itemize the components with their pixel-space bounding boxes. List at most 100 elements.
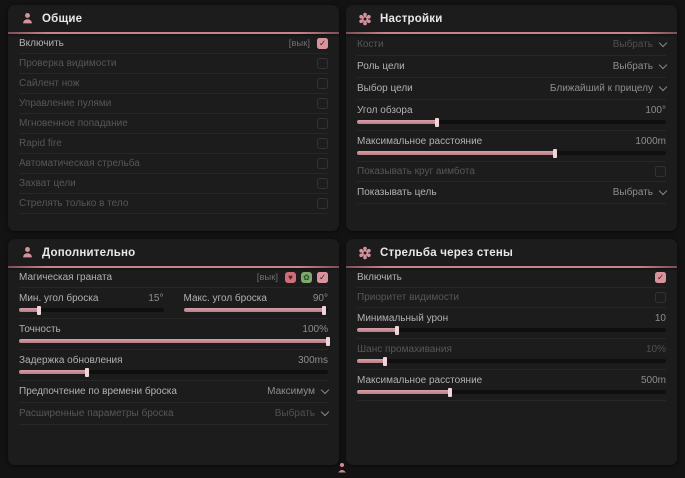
setting-label: Выбор цели [357,83,413,94]
checkbox[interactable] [317,198,328,209]
slider-value: 300ms [297,355,328,366]
chevron-down-icon [658,60,668,70]
hotkey-tag: [вык] [288,38,310,49]
chevron-down-icon [320,385,330,395]
dropdown[interactable]: Выбрать [613,59,668,74]
gear-icon [358,246,372,260]
setting-label: Включить [357,272,402,283]
setting-label: Показывать цель [357,187,437,198]
slider-fill [19,336,330,346]
checkbox[interactable] [317,58,328,69]
chevron-down-icon [658,38,668,48]
chevron-down-icon [658,186,668,196]
panel-accent-line [8,32,339,34]
slider-row: Угол обзора 100° [357,100,666,131]
slider[interactable] [357,325,666,335]
chevron-down-icon [658,82,668,92]
setting-row: Включить [вык] [19,34,328,54]
panel-title: Общие [42,12,83,25]
panel-title: Дополнительно [42,246,136,259]
person-icon [20,12,34,26]
setting-row: Автоматическая стрельба [19,154,328,174]
gear-icon [358,12,372,26]
slider[interactable] [357,356,666,366]
checkbox[interactable] [317,272,328,283]
leaf-icon[interactable]: ✿ [301,272,312,283]
slider-label: Угол обзора [357,105,413,116]
dropdown[interactable]: Выбрать [275,406,330,421]
heart-icon[interactable]: ♥ [285,272,296,283]
slider-value: 10 [654,313,666,324]
checkbox[interactable] [317,38,328,49]
setting-row: Мгновенное попадание [19,114,328,134]
slider-fill [357,387,452,397]
hotkey-tag: [вык] [256,272,278,283]
setting-row: Магическая граната [вык] ♥ ✿ [19,268,328,288]
slider-row: Точность 100% [19,319,330,350]
slider-value: 1000m [635,136,666,147]
panel-header: Стрельба через стены [346,239,677,266]
slider[interactable] [19,336,330,346]
panel-walls: Стрельба через стены Включить Приоритет … [346,239,677,465]
slider-fill [357,325,400,335]
setting-label: Автоматическая стрельба [19,158,140,169]
setting-row: Выбор цели Ближайший к прицелу [357,78,668,100]
setting-label: Показывать круг аимбота [357,166,475,177]
slider-label: Точность [19,324,61,335]
slider-fill [19,305,42,315]
slider[interactable] [19,305,164,315]
slider-fill [357,117,440,127]
slider-value: 15° [148,293,164,304]
slider[interactable] [183,305,328,315]
slider-value: 500m [640,375,666,386]
slider[interactable] [357,148,666,158]
panel-accent-line [346,32,677,34]
checkbox[interactable] [317,78,328,89]
checkbox[interactable] [317,98,328,109]
setting-row: Показывать цель Выбрать [357,182,668,204]
panel-header: Настройки [346,5,677,32]
setting-row: Расширенные параметры броска Выбрать [19,403,330,425]
slider-row: Задержка обновления 300ms [19,350,328,381]
slider-label: Макс. угол броска [183,293,267,304]
slider-label: Шанс промахивания [357,344,452,355]
panel-accent-line [8,266,339,268]
slider-value: 10% [645,344,666,355]
slider[interactable] [19,367,328,377]
setting-label: Включить [19,38,64,49]
slider-label: Минимальный урон [357,313,449,324]
panel-settings: Настройки Кости Выбрать Роль цели Выбрат… [346,5,677,231]
dropdown[interactable]: Максимум [267,384,330,399]
setting-label: Проверка видимости [19,58,117,69]
checkbox[interactable] [655,272,666,283]
setting-label: Роль цели [357,61,405,72]
setting-row: Показывать круг аимбота [357,162,666,182]
person-icon [20,246,34,260]
checkbox[interactable] [655,292,666,303]
checkbox[interactable] [317,138,328,149]
checkbox[interactable] [317,158,328,169]
checkbox[interactable] [317,178,328,189]
setting-label: Мгновенное попадание [19,118,128,129]
checkbox[interactable] [317,118,328,129]
slider[interactable] [357,117,666,127]
slider-label: Максимальное расстояние [357,375,483,386]
panel-header: Дополнительно [8,239,339,266]
dropdown[interactable]: Ближайший к прицелу [550,81,668,96]
slider-row: Минимальный урон 10 [357,308,666,339]
panel-header: Общие [8,5,339,32]
slider-pair-row: Мин. угол броска 15° Макс. угол броска 9… [19,288,328,319]
checkbox[interactable] [655,166,666,177]
slider-value: 100° [645,105,666,116]
setting-row: Rapid fire [19,134,328,154]
setting-row: Захват цели [19,174,328,194]
slider-label: Задержка обновления [19,355,123,366]
slider[interactable] [357,387,666,397]
dropdown-value: Выбрать [612,39,653,50]
panel-title: Настройки [380,12,443,25]
setting-row: Предпочтение по времени броска Максимум [19,381,330,403]
panel-additional: Дополнительно Магическая граната [вык] ♥… [8,239,339,465]
dropdown[interactable]: Выбрать [612,37,668,52]
setting-label: Стрелять только в тело [19,198,129,209]
dropdown[interactable]: Выбрать [613,185,668,200]
